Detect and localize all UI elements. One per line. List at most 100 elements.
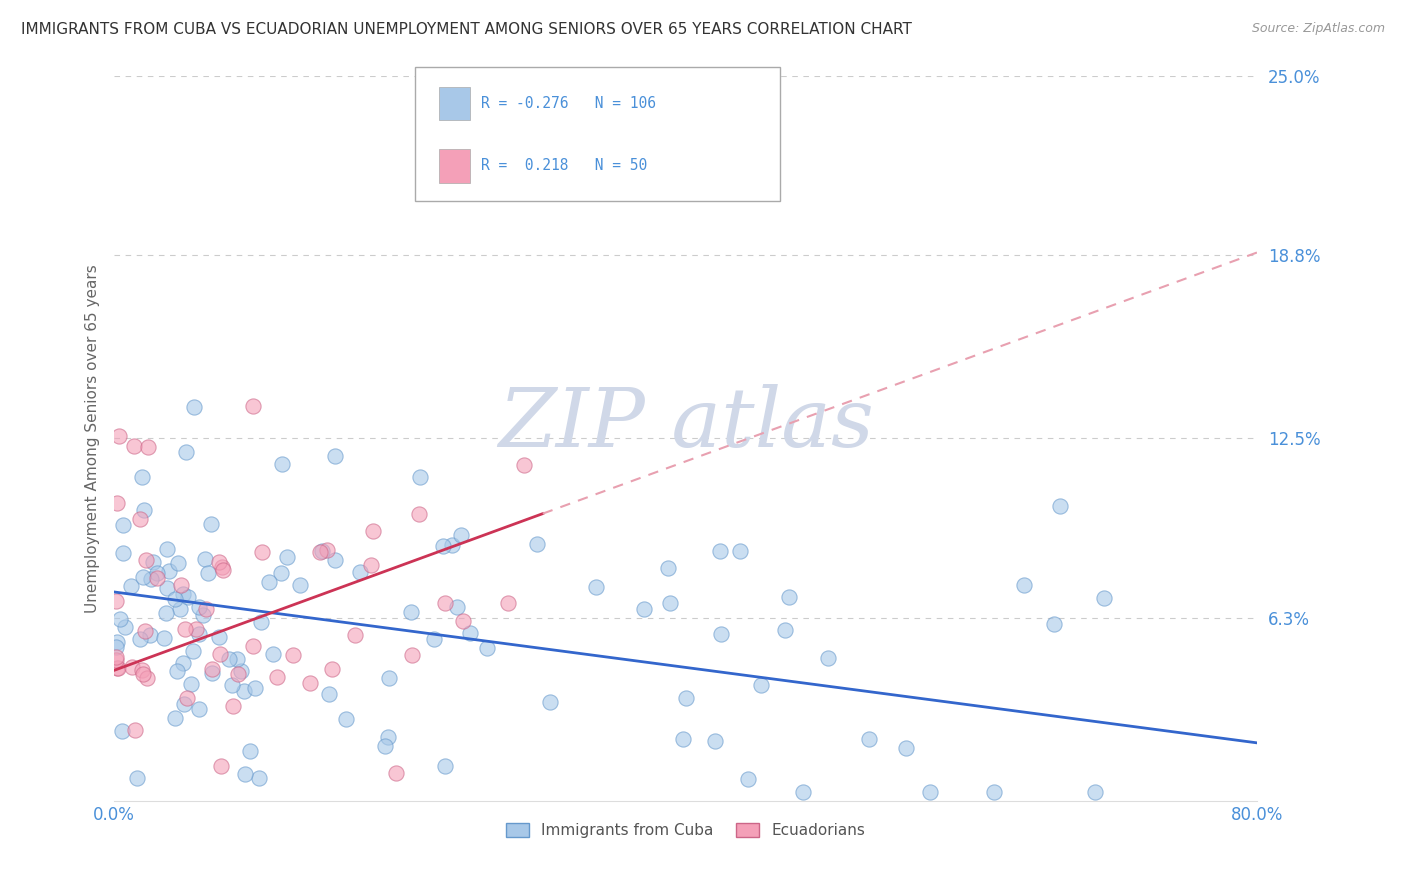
Point: [321, 662, 343, 676]
Point: [183, 400, 205, 414]
Point: [194, 552, 217, 566]
Point: [773, 623, 796, 637]
Point: [399, 605, 422, 619]
Point: [183, 644, 205, 658]
Point: [104, 640, 127, 655]
Point: [211, 560, 233, 574]
Point: [135, 672, 157, 686]
Point: [201, 662, 224, 676]
Point: [208, 647, 231, 661]
Point: [585, 580, 607, 594]
Point: [1049, 499, 1071, 513]
Point: [659, 597, 682, 611]
Point: [174, 445, 197, 459]
Point: [250, 615, 273, 629]
Point: [104, 653, 127, 667]
Point: [157, 565, 180, 579]
Point: [218, 652, 240, 666]
Point: [672, 731, 695, 746]
Point: [311, 544, 333, 558]
Point: [184, 622, 207, 636]
Point: [142, 555, 165, 569]
Point: [188, 627, 211, 641]
Point: [172, 656, 194, 670]
Point: [242, 399, 264, 413]
Point: [105, 661, 128, 675]
Point: [434, 596, 457, 610]
Point: [165, 711, 187, 725]
Text: IMMIGRANTS FROM CUBA VS ECUADORIAN UNEMPLOYMENT AMONG SENIORS OVER 65 YEARS CORR: IMMIGRANTS FROM CUBA VS ECUADORIAN UNEMP…: [21, 22, 912, 37]
Point: [235, 766, 257, 780]
Point: [200, 517, 222, 532]
Point: [245, 681, 267, 695]
Point: [344, 628, 367, 642]
Text: R = -0.276   N = 106: R = -0.276 N = 106: [481, 96, 655, 111]
Point: [104, 650, 127, 665]
Point: [709, 543, 731, 558]
Point: [197, 566, 219, 581]
Point: [704, 733, 727, 747]
Y-axis label: Unemployment Among Seniors over 65 years: Unemployment Among Seniors over 65 years: [86, 264, 100, 613]
Point: [132, 570, 155, 584]
Point: [166, 556, 188, 570]
Point: [208, 630, 231, 644]
Point: [281, 648, 304, 662]
Point: [266, 670, 288, 684]
Point: [139, 573, 162, 587]
Point: [114, 620, 136, 634]
Point: [211, 563, 233, 577]
Point: [423, 632, 446, 647]
Point: [262, 648, 284, 662]
Point: [894, 740, 917, 755]
Point: [728, 544, 751, 558]
Point: [1092, 591, 1115, 605]
Point: [374, 739, 396, 753]
Point: [409, 469, 432, 483]
Point: [128, 512, 150, 526]
Point: [120, 580, 142, 594]
Point: [108, 429, 131, 443]
Point: [124, 723, 146, 737]
Point: [675, 690, 697, 705]
Point: [122, 439, 145, 453]
Point: [477, 641, 499, 656]
Point: [146, 571, 169, 585]
Point: [156, 581, 179, 595]
Point: [433, 759, 456, 773]
Point: [1084, 785, 1107, 799]
Point: [920, 785, 942, 799]
Point: [104, 594, 127, 608]
Point: [512, 458, 534, 473]
Point: [125, 771, 148, 785]
Point: [166, 664, 188, 678]
Point: [384, 765, 406, 780]
Point: [229, 664, 252, 678]
Point: [446, 599, 468, 614]
Point: [250, 545, 273, 559]
Point: [451, 614, 474, 628]
Point: [139, 628, 162, 642]
Point: [132, 503, 155, 517]
Point: [107, 661, 129, 675]
Point: [335, 712, 357, 726]
Point: [208, 555, 231, 569]
Point: [276, 550, 298, 565]
Point: [450, 527, 472, 541]
Legend: Immigrants from Cuba, Ecuadorians: Immigrants from Cuba, Ecuadorians: [499, 817, 872, 844]
Point: [111, 723, 134, 738]
Point: [377, 730, 399, 744]
Point: [170, 577, 193, 591]
Point: [135, 553, 157, 567]
Point: [129, 632, 152, 646]
Point: [134, 624, 156, 639]
Point: [361, 524, 384, 538]
Point: [180, 677, 202, 691]
Point: [496, 596, 519, 610]
Point: [315, 543, 337, 558]
Point: [146, 566, 169, 580]
Point: [408, 507, 430, 521]
Point: [191, 607, 214, 622]
Point: [318, 687, 340, 701]
Point: [173, 697, 195, 711]
Point: [169, 601, 191, 615]
